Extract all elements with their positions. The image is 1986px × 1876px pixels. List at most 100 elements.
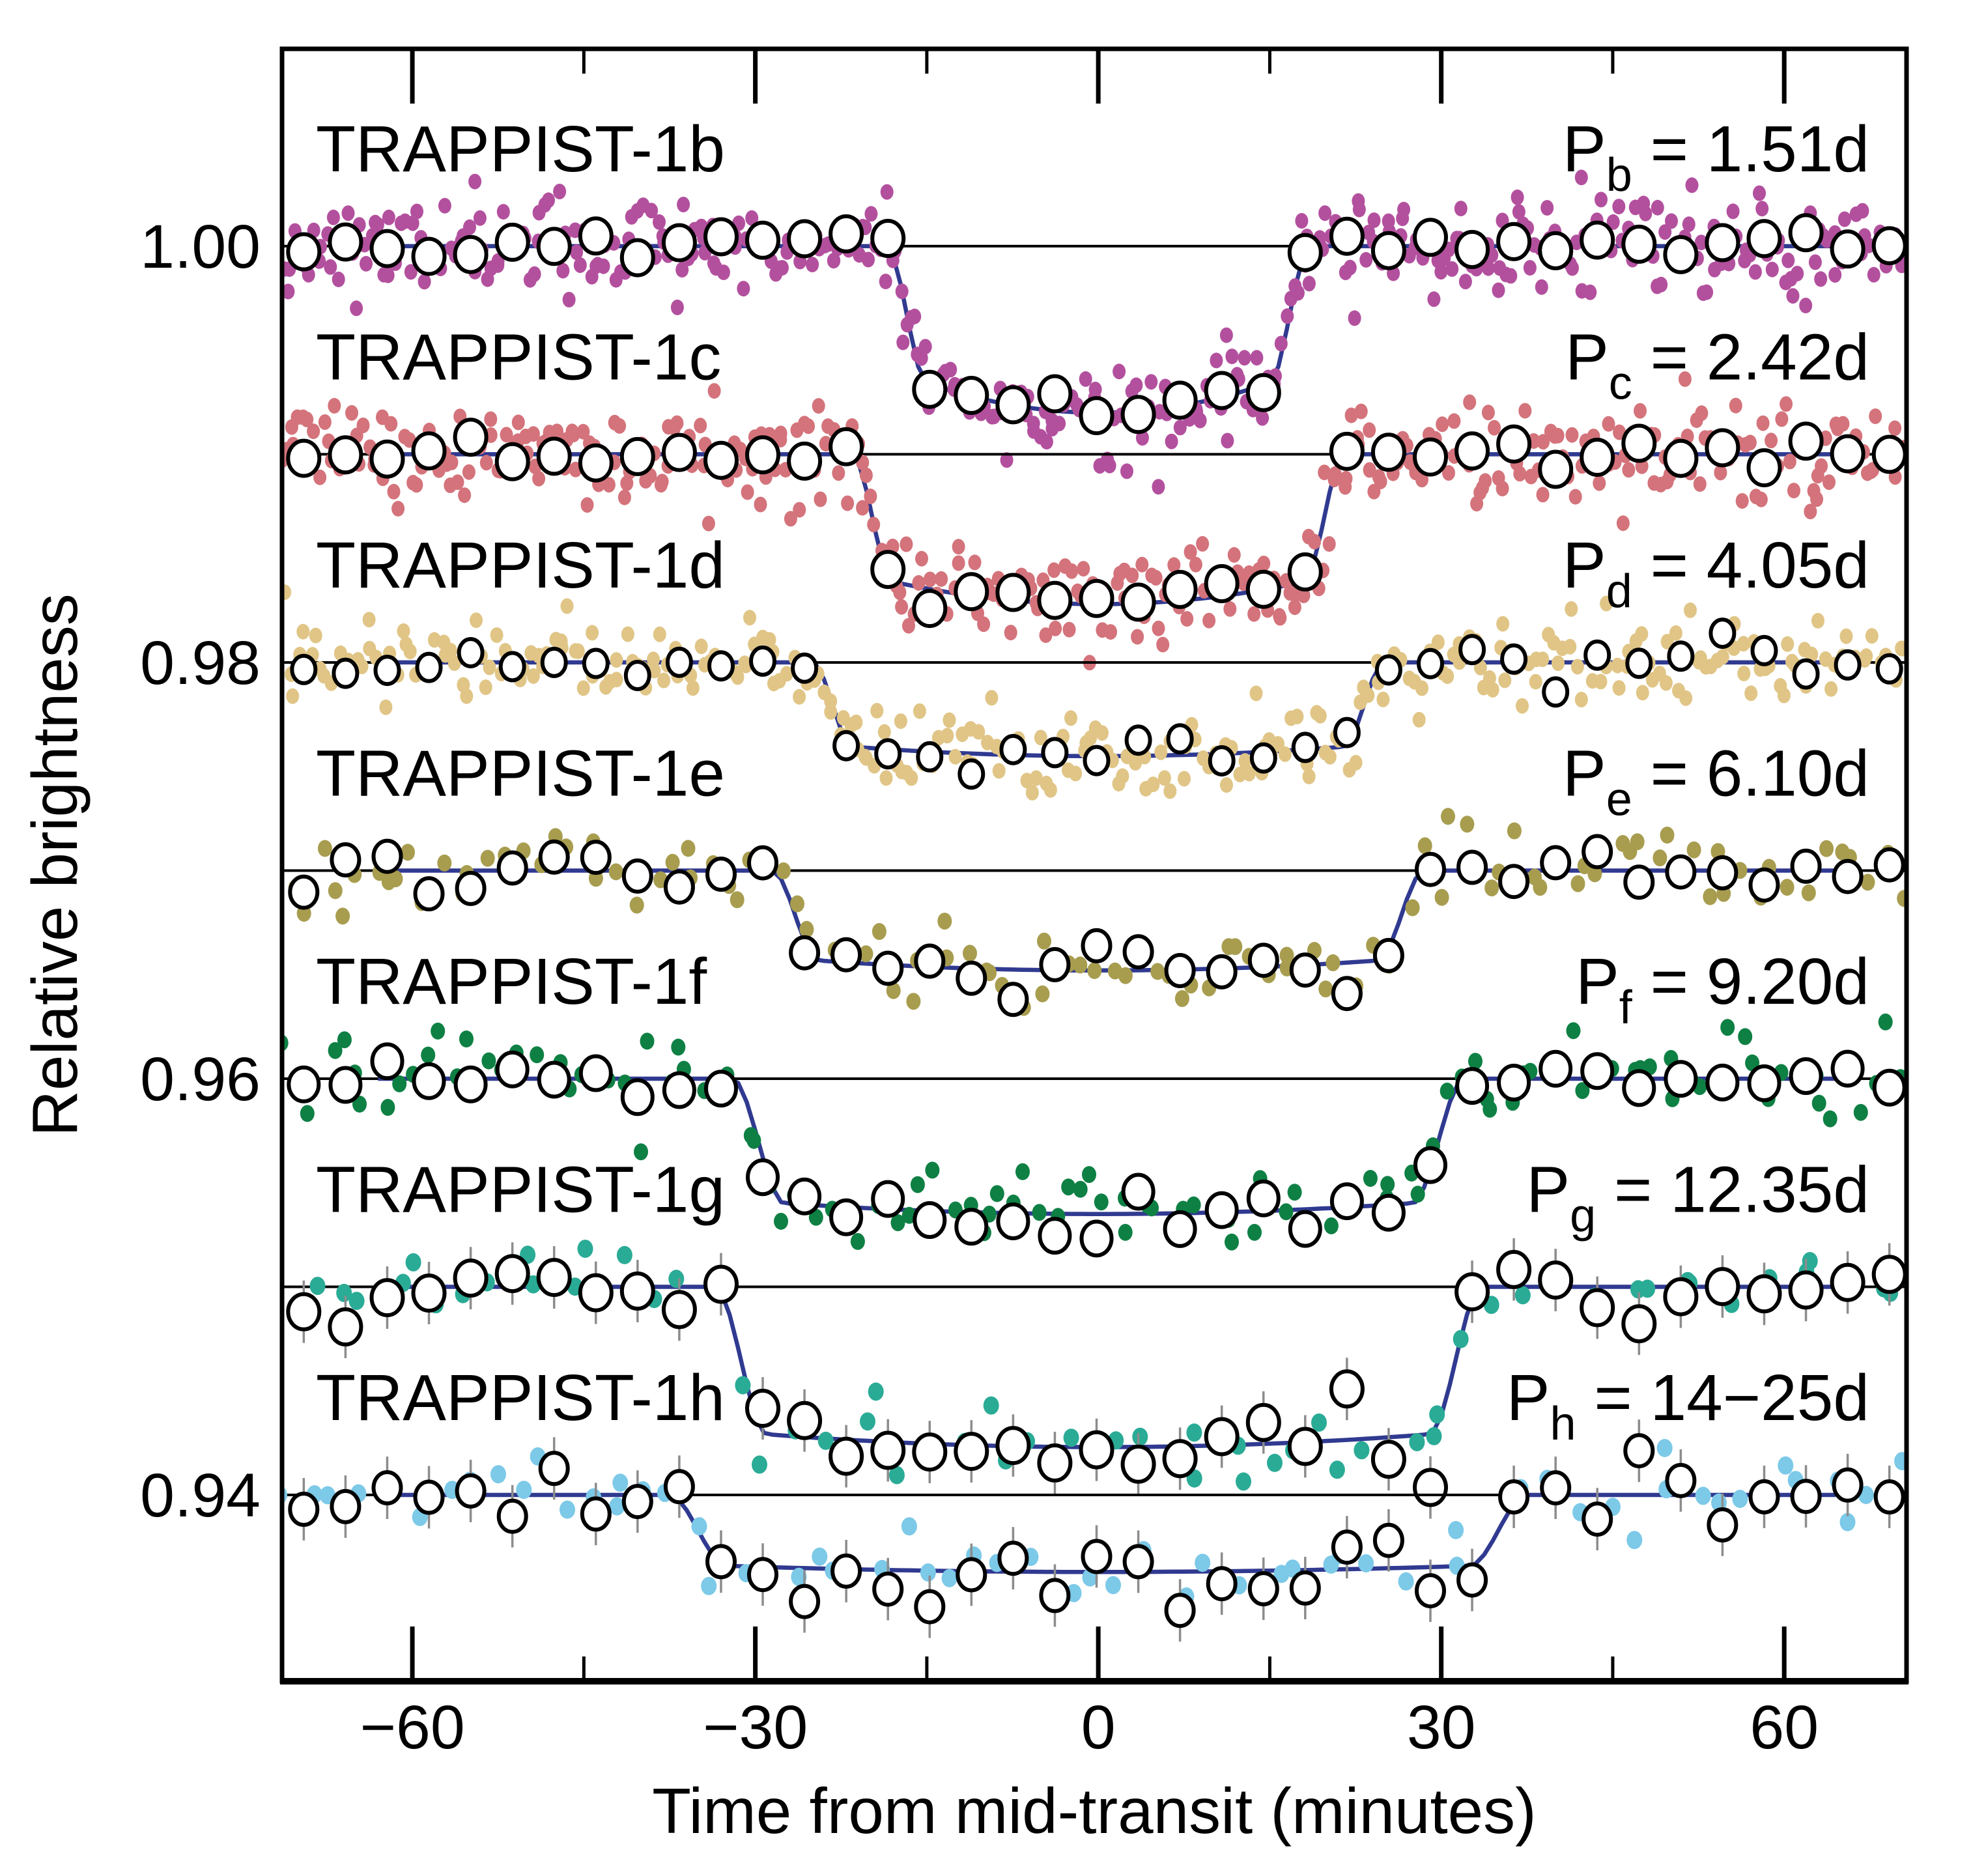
binned-point-f <box>1371 1193 1406 1232</box>
binned-point-d <box>1083 745 1111 776</box>
binned-point-g <box>995 1426 1031 1466</box>
binned-point-b <box>870 219 906 258</box>
binned-point-d <box>1166 723 1194 755</box>
binned-point-c <box>912 589 948 629</box>
binned-point-c <box>1746 448 1782 488</box>
binned-point-f <box>453 1065 488 1103</box>
binned-point-c <box>1162 569 1198 609</box>
binned-point-d <box>791 652 819 684</box>
binned-point-e <box>1331 976 1363 1012</box>
binned-point-d <box>540 646 568 678</box>
binned-point-d <box>832 730 860 761</box>
x-tick-label: −60 <box>360 1693 465 1762</box>
binned-point-h <box>872 1571 904 1607</box>
period-label-c: Pc = 2.42d <box>1565 320 1869 409</box>
binned-point-c <box>661 433 697 472</box>
binned-point-f <box>913 1201 947 1239</box>
binned-points-b <box>286 213 1907 436</box>
binned-point-g <box>829 1436 864 1476</box>
binned-point-d <box>1041 737 1069 769</box>
binned-point-d <box>1667 640 1695 672</box>
axes: −60 −30 0 30 60 1.00 0.98 0.96 0.94 Time from mid… <box>19 46 1909 1847</box>
binned-point-b <box>1830 229 1865 269</box>
binned-point-b <box>703 217 739 257</box>
binned-point-g <box>1580 1288 1615 1328</box>
binned-point-g <box>411 1273 447 1313</box>
binned-point-h <box>621 1484 653 1520</box>
binned-point-h <box>538 1451 570 1486</box>
binned-point-e <box>330 842 362 877</box>
binned-point-c <box>703 440 739 480</box>
binned-point-b <box>328 222 363 262</box>
x-tick-label: −30 <box>703 1693 808 1762</box>
series-trappist-1b <box>282 169 1907 495</box>
binned-point-h <box>288 1492 320 1527</box>
binned-point-b <box>1663 234 1699 274</box>
binned-point-c <box>1871 434 1907 474</box>
binned-point-c <box>1788 421 1824 461</box>
binned-point-f <box>1121 1172 1156 1211</box>
binned-point-g <box>536 1258 572 1298</box>
binned-point-c <box>1705 428 1740 468</box>
binned-point-b <box>619 238 655 277</box>
annotations: TRAPPIST-1b Pb = 1.51d TRAPPIST-1c Pc = 2.4… <box>316 113 1869 1450</box>
binned-point-e <box>496 850 528 886</box>
binned-point-c <box>1370 433 1406 472</box>
binned-point-d <box>623 660 651 691</box>
binned-point-h <box>1623 1433 1655 1469</box>
binned-point-d <box>1792 658 1820 690</box>
binned-point-g <box>1204 1417 1240 1457</box>
binned-point-c <box>787 441 823 481</box>
binned-point-g <box>912 1432 948 1472</box>
binned-point-b <box>1204 371 1240 410</box>
binned-point-b <box>1538 231 1574 270</box>
binned-point-f <box>495 1050 530 1088</box>
binned-point-g <box>1663 1277 1699 1316</box>
binned-point-c <box>369 439 405 479</box>
binned-point-b <box>1413 218 1448 257</box>
binned-point-c <box>1621 423 1657 463</box>
binned-point-h <box>1081 1539 1113 1574</box>
binned-point-f <box>1580 1052 1615 1090</box>
binned-point-e <box>1164 953 1196 988</box>
binned-point-c <box>328 435 363 475</box>
binned-point-f <box>1329 1182 1364 1221</box>
binned-point-h <box>1039 1578 1071 1613</box>
binned-point-h <box>1540 1470 1572 1506</box>
binned-point-d <box>498 651 526 683</box>
binned-point-e <box>872 950 904 986</box>
binned-point-g <box>1370 1440 1406 1479</box>
binned-point-h <box>496 1498 528 1534</box>
binned-point-g <box>1746 1274 1782 1314</box>
binned-point-g <box>1788 1270 1824 1310</box>
binned-point-f <box>829 1198 864 1236</box>
binned-point-c <box>1120 582 1156 622</box>
binned-point-e <box>580 840 612 875</box>
binned-point-d <box>1374 654 1402 686</box>
binned-point-g <box>1538 1260 1574 1300</box>
binned-point-e <box>1206 954 1238 989</box>
binned-point-c <box>954 572 989 612</box>
binned-point-f <box>704 1070 738 1108</box>
y-tick-label: 0.96 <box>140 1045 261 1114</box>
binned-point-h <box>1707 1507 1738 1542</box>
binned-point-c <box>619 436 655 476</box>
binned-point-e <box>1081 928 1113 963</box>
binned-point-f <box>1204 1191 1239 1229</box>
binned-point-e <box>1790 848 1822 884</box>
x-tick-label: 30 <box>1407 1693 1476 1762</box>
binned-point-g <box>703 1264 739 1304</box>
binned-point-g <box>1830 1262 1865 1302</box>
binned-point-e <box>371 838 403 874</box>
binned-point-d <box>1291 732 1319 763</box>
binned-point-e <box>538 839 570 875</box>
binned-point-e <box>1873 847 1905 883</box>
binned-point-d <box>665 646 693 678</box>
binned-point-b <box>369 229 405 268</box>
binned-point-g <box>1454 1272 1490 1312</box>
binned-point-e <box>997 982 1029 1017</box>
binned-point-b <box>578 216 614 256</box>
binned-point-h <box>455 1473 487 1509</box>
binned-point-f <box>620 1078 655 1116</box>
binned-point-c <box>411 431 447 471</box>
